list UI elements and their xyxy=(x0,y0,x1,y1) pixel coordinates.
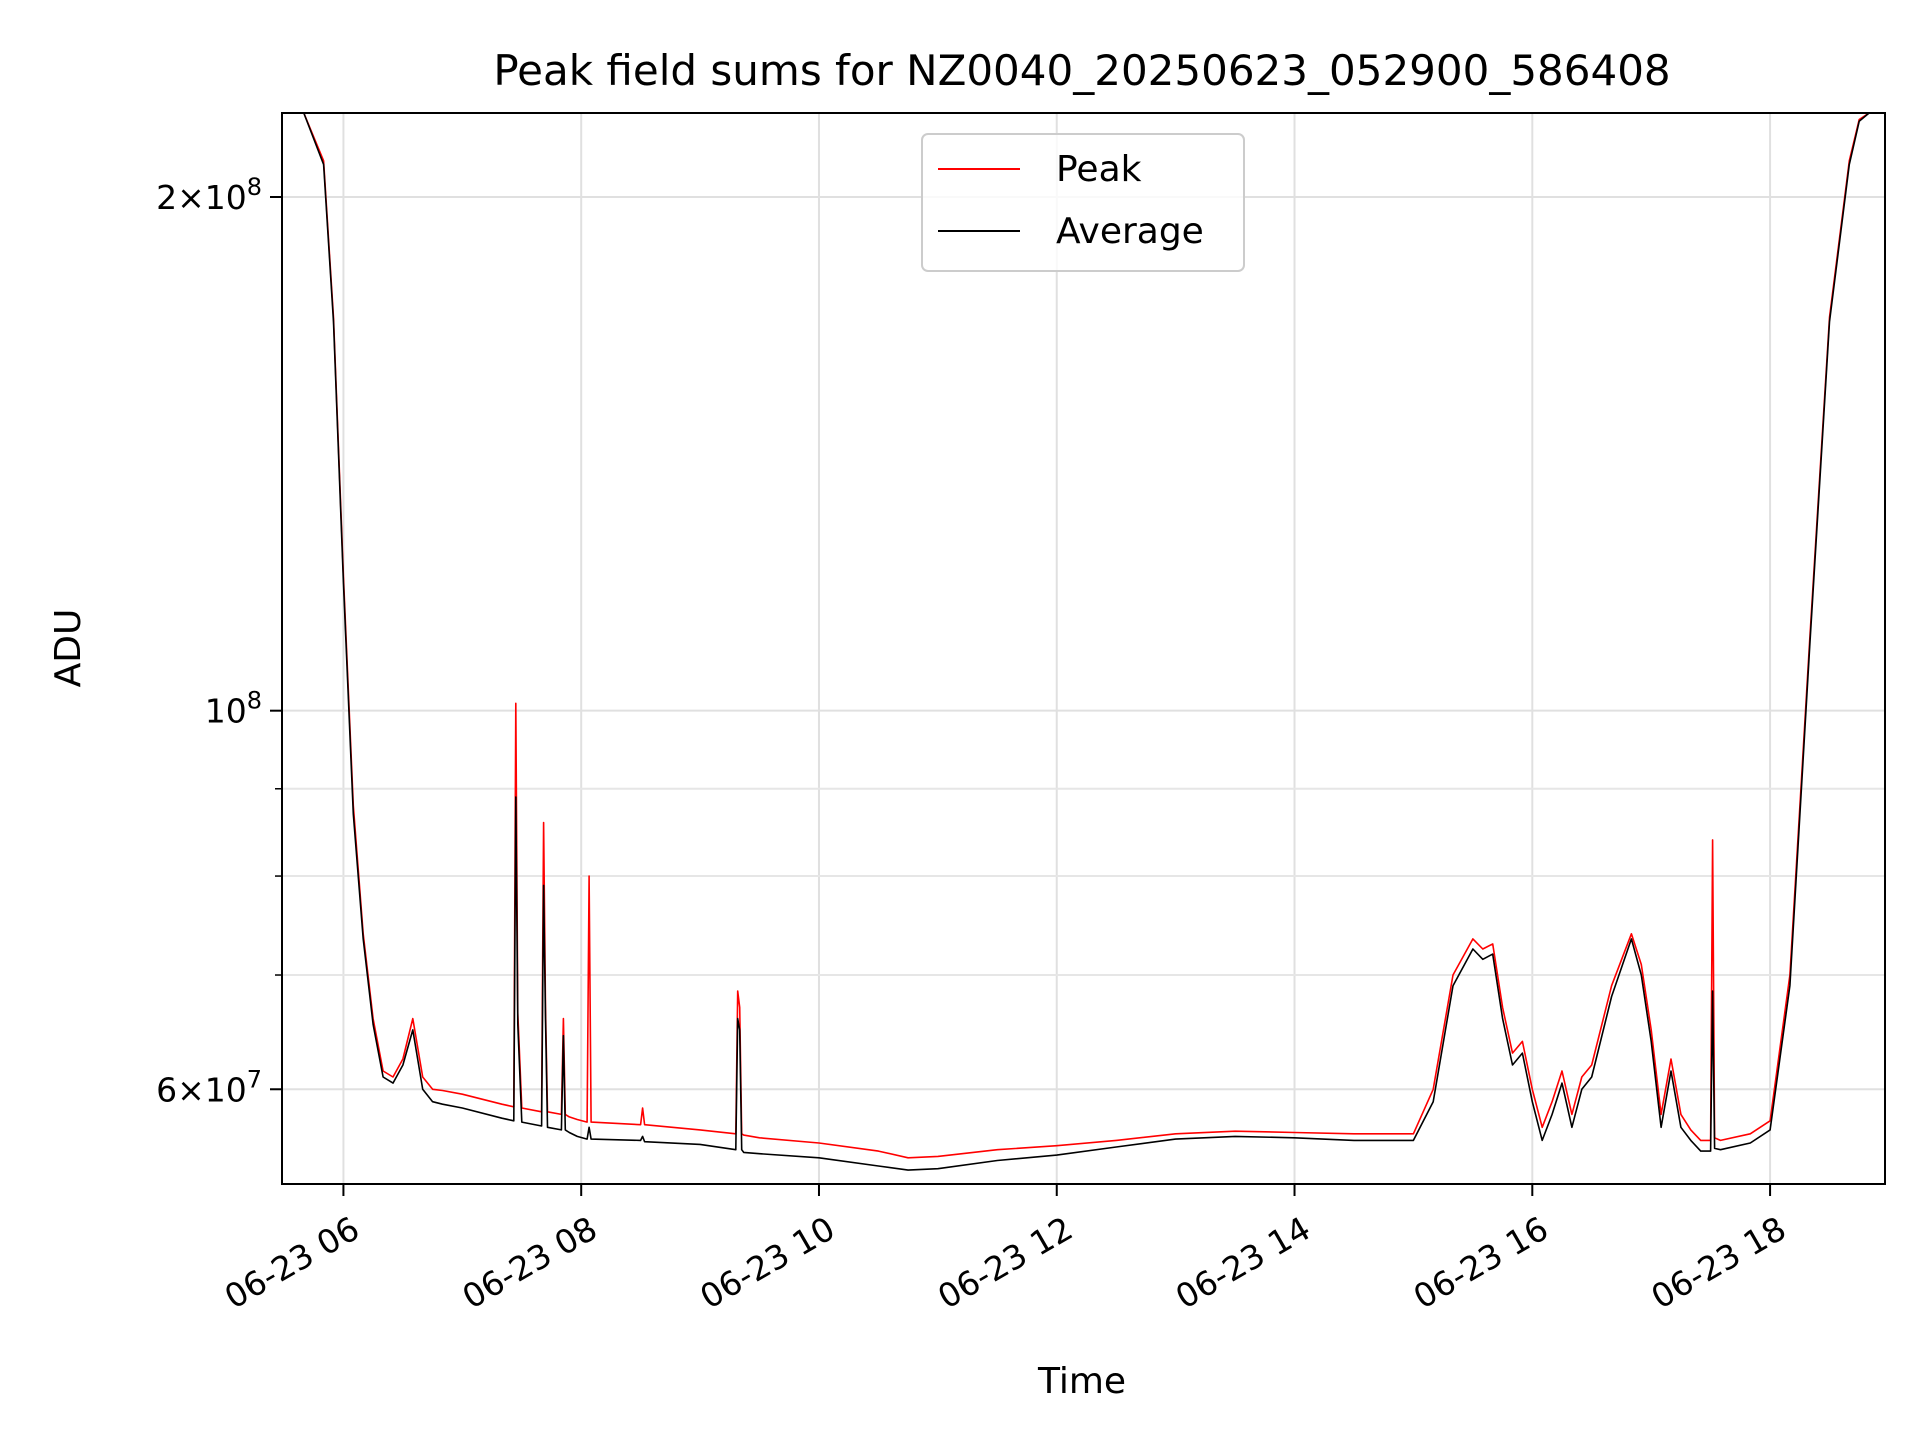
x-tick-label: 06-23 14 xyxy=(1169,1209,1317,1317)
y-tick-label: 6×107 xyxy=(156,1065,262,1109)
x-tick-label: 06-23 08 xyxy=(456,1209,604,1317)
x-tick-label: 06-23 16 xyxy=(1407,1209,1555,1317)
chart-title: Peak field sums for NZ0040_20250623_0529… xyxy=(493,46,1670,95)
x-tick-label: 06-23 06 xyxy=(218,1209,366,1317)
y-axis-label: ADU xyxy=(48,609,89,688)
series-line-peak xyxy=(282,113,1885,1159)
y-tick-label: 2×108 xyxy=(156,173,262,217)
x-axis-ticks: 06-23 06 06-23 08 06-23 10 06-23 12 06-23 14… xyxy=(218,1184,1792,1317)
gridlines xyxy=(282,113,1885,1184)
axes-frame xyxy=(281,112,1886,1185)
plot-area xyxy=(282,113,1885,1171)
x-tick-label: 06-23 18 xyxy=(1644,1209,1792,1317)
y-tick-label: 108 xyxy=(205,687,262,731)
series-line-average xyxy=(282,113,1885,1171)
x-axis-label: Time xyxy=(1037,1361,1126,1402)
legend-label-average: Average xyxy=(1056,211,1204,252)
legend: Peak Average xyxy=(921,133,1245,272)
legend-label-peak: Peak xyxy=(1056,149,1142,190)
x-tick-label: 06-23 10 xyxy=(693,1209,841,1317)
x-tick-label: 06-23 12 xyxy=(931,1209,1079,1317)
y-axis-ticks: 6×107 108 2×108 xyxy=(156,173,282,1109)
